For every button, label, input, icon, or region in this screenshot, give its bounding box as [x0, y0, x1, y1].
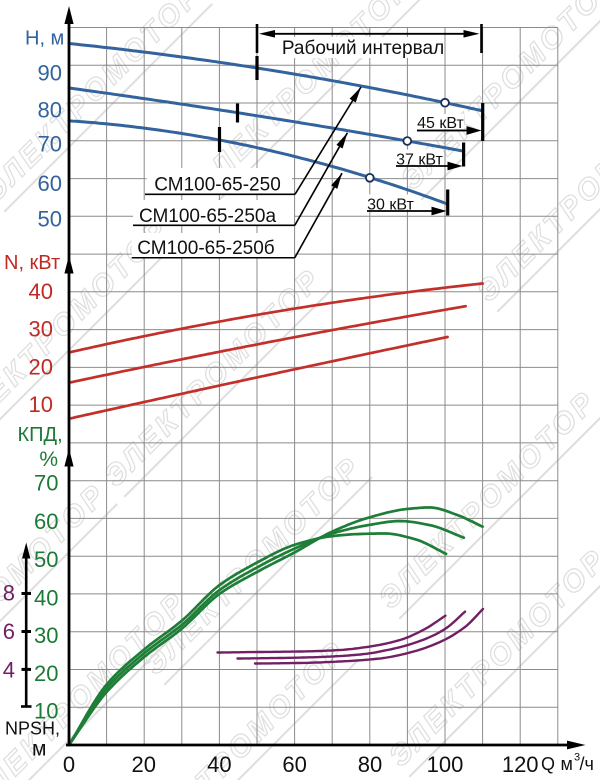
- svg-text:КПД,: КПД,: [18, 424, 63, 446]
- svg-text:30: 30: [29, 317, 53, 342]
- svg-text:Q: Q: [541, 754, 555, 774]
- svg-text:80: 80: [358, 752, 382, 777]
- svg-text:N, кВт: N, кВт: [4, 252, 60, 274]
- svg-text:40: 40: [34, 585, 58, 610]
- svg-text:60: 60: [34, 509, 58, 534]
- svg-text:20: 20: [29, 354, 53, 379]
- svg-text:45 кВт: 45 кВт: [417, 115, 464, 132]
- svg-text:120: 120: [502, 752, 539, 777]
- svg-text:Рабочий интервал: Рабочий интервал: [282, 38, 444, 59]
- svg-text:70: 70: [38, 132, 62, 157]
- svg-text:40: 40: [207, 752, 231, 777]
- svg-text:/ч: /ч: [580, 754, 594, 774]
- svg-text:СМ100-65-250а: СМ100-65-250а: [139, 206, 277, 227]
- svg-text:м: м: [561, 754, 573, 774]
- svg-text:20: 20: [132, 752, 156, 777]
- svg-text:50: 50: [38, 207, 62, 232]
- svg-text:10: 10: [34, 699, 58, 724]
- svg-text:37 кВт: 37 кВт: [396, 151, 443, 168]
- svg-text:10: 10: [29, 392, 53, 417]
- svg-text:90: 90: [38, 61, 62, 86]
- svg-text:H, м: H, м: [25, 28, 64, 50]
- svg-text:40: 40: [29, 279, 53, 304]
- svg-text:8: 8: [3, 581, 15, 606]
- svg-text:м: м: [32, 738, 46, 761]
- svg-text:60: 60: [282, 752, 306, 777]
- svg-text:30: 30: [34, 623, 58, 648]
- svg-text:NPSH,: NPSH,: [5, 719, 60, 739]
- svg-text:60: 60: [38, 171, 62, 196]
- svg-text:30 кВт: 30 кВт: [367, 197, 414, 214]
- svg-text:4: 4: [3, 658, 15, 683]
- svg-text:СМ100-65-250б: СМ100-65-250б: [137, 238, 275, 259]
- svg-text:50: 50: [34, 547, 58, 572]
- svg-text:20: 20: [34, 661, 58, 686]
- svg-text:70: 70: [34, 471, 58, 496]
- svg-text:%: %: [39, 448, 58, 471]
- svg-text:0: 0: [63, 752, 75, 777]
- svg-text:80: 80: [38, 97, 62, 122]
- svg-text:6: 6: [3, 619, 15, 644]
- svg-text:100: 100: [427, 752, 464, 777]
- svg-text:3: 3: [574, 752, 580, 764]
- svg-text:СМ100-65-250: СМ100-65-250: [154, 175, 281, 196]
